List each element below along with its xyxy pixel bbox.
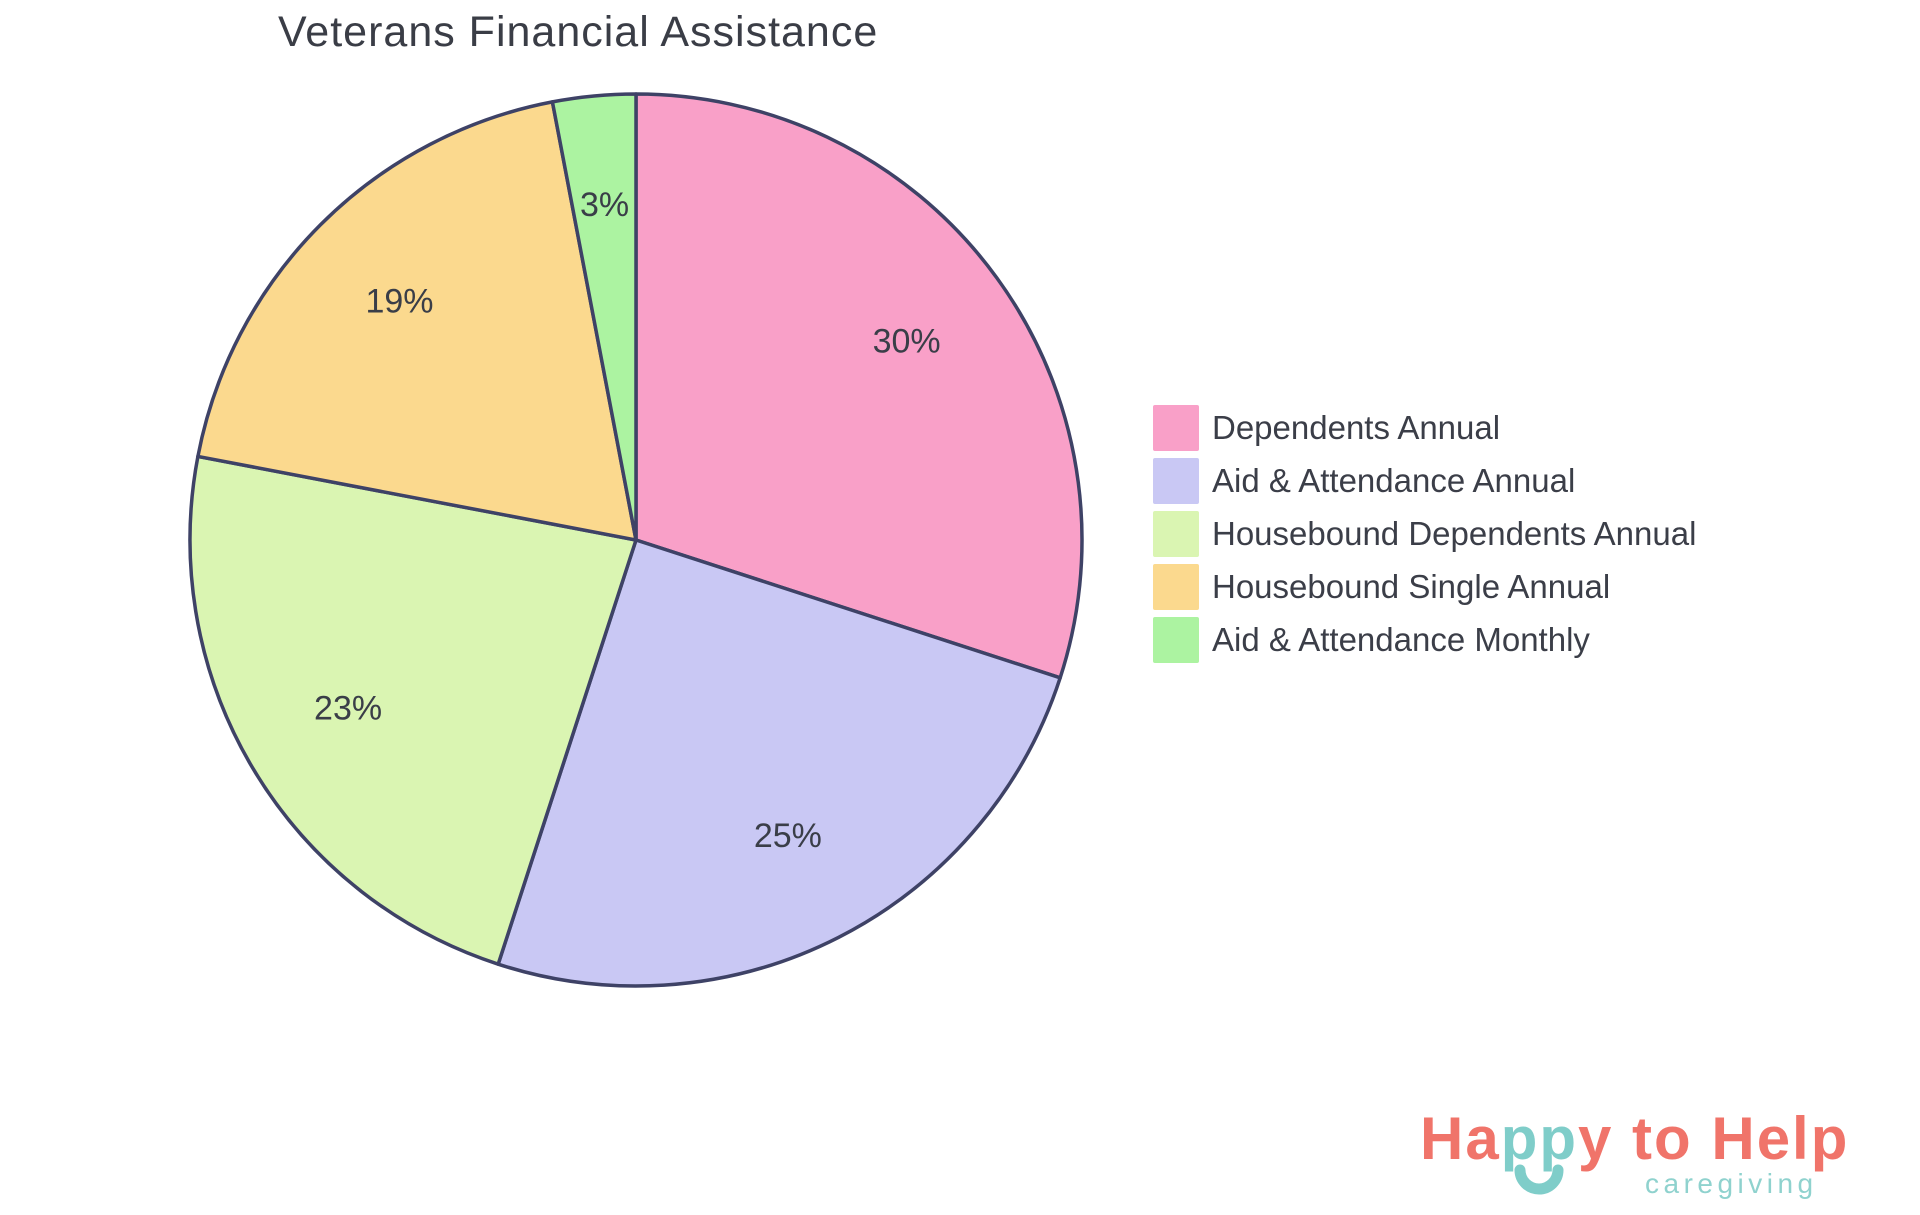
logo-text-y: y [1578,1105,1614,1172]
logo-text-ha: Ha [1420,1105,1501,1172]
pie-slice-label-3: 19% [365,282,433,320]
legend-label: Dependents Annual [1212,408,1501,446]
pie-slice-1 [496,538,1062,988]
legend-swatch [1153,404,1199,451]
pie-slice-4 [550,92,638,542]
legend: Dependents Annual Aid & Attendance Annual… [1153,404,1696,669]
logo-caregiving: caregiving [1645,1168,1818,1199]
pie-slice-3 [196,100,638,542]
logo-happy-to-help: Happ y to Help [1420,1105,1850,1195]
pie-slice-label-2: 23% [314,689,382,727]
legend-label: Aid & Attendance Monthly [1212,620,1590,658]
pie-slice-0 [634,92,1084,680]
legend-label: Housebound Single Annual [1212,567,1611,605]
legend-item-1: Aid & Attendance Annual [1153,457,1696,504]
legend-item-2: Housebound Dependents Annual [1153,510,1696,557]
smile-icon [1514,1164,1564,1195]
logo-text-pp: pp [1500,1105,1579,1172]
legend-item-4: Aid & Attendance Monthly [1153,616,1696,663]
legend-swatch [1153,616,1199,663]
legend-item-3: Housebound Single Annual [1153,563,1696,610]
legend-item-0: Dependents Annual [1153,404,1696,451]
legend-swatch [1153,563,1199,610]
pie-slice-label-1: 25% [754,817,822,855]
pie-slice-label-4: 3% [580,186,629,224]
legend-label: Housebound Dependents Annual [1212,514,1697,552]
legend-swatch [1153,457,1199,504]
chart-title: Veterans Financial Assistance [278,8,879,56]
logo-text-to-help: to Help [1613,1105,1850,1172]
legend-label: Aid & Attendance Annual [1212,461,1576,499]
legend-swatch [1153,510,1199,557]
pie-slice-2 [188,454,638,966]
pie-slice-label-0: 30% [873,322,941,360]
